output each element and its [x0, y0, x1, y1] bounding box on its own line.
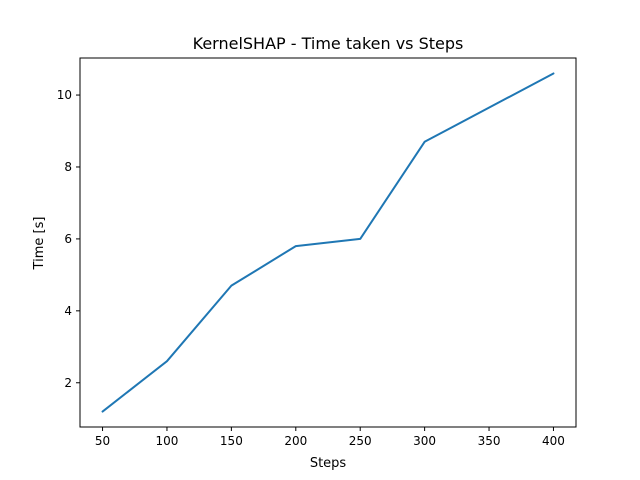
x-tick-label: 100 [156, 434, 179, 448]
x-tick-label: 150 [220, 434, 243, 448]
y-tick-label: 8 [64, 160, 72, 174]
x-axis-label: Steps [310, 456, 347, 471]
y-tick-label: 4 [64, 304, 72, 318]
x-tick-label: 250 [349, 434, 372, 448]
x-tick-label: 50 [95, 434, 110, 448]
x-tick-label: 350 [478, 434, 501, 448]
y-axis: 2 4 6 8 10 [57, 88, 80, 390]
x-axis: 50 100 150 200 250 300 350 400 [95, 427, 565, 448]
x-tick-label: 400 [542, 434, 565, 448]
y-tick-label: 10 [57, 88, 72, 102]
plot-area: 50 100 150 200 250 300 350 400 2 4 6 8 10 [57, 57, 577, 448]
y-tick-label: 6 [64, 232, 72, 246]
series-layer [101, 72, 555, 413]
axes-frame [79, 57, 577, 428]
y-tick-label: 2 [64, 376, 72, 390]
chart-title: KernelSHAP - Time taken vs Steps [193, 34, 464, 53]
x-tick-label: 200 [284, 434, 307, 448]
x-tick-label: 300 [413, 434, 436, 448]
series-line [101, 72, 555, 413]
y-axis-label: Time [s] [32, 217, 47, 271]
